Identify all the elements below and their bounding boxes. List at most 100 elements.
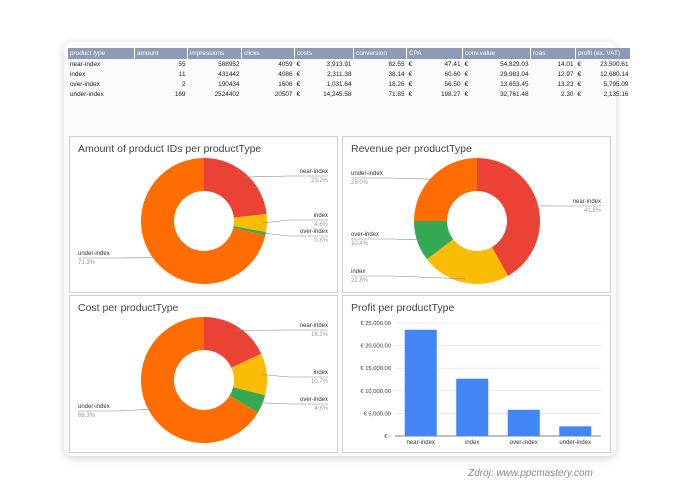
table-cell-profit: 12,680.14 [600,70,629,78]
table-cell-cpa: 47.41 [444,60,461,68]
bar-over-index [507,409,540,436]
table-cell-roas: 14.01 [557,60,574,68]
source-credit: Zdroj: www.ppcmastery.com [468,468,593,479]
table-cell-conversion: 38.14 [388,70,405,78]
slice-over-index [414,221,454,260]
leader-line [78,408,153,412]
column-header: roas [530,48,576,59]
table-cell-impressions: 431442 [218,70,240,78]
slice-index [233,213,267,233]
table-cell-costs: 1,031.64 [326,80,352,88]
slice-percent-label: 0.8% [314,238,328,244]
slice-label: under-index [78,404,110,410]
table-cell-type: near-index [70,60,101,68]
y-tick-label: € 5,000.00 [364,411,391,417]
slice-label: near-index [573,199,601,205]
currency-symbol: € [464,80,469,88]
table-row: index 11 431442 4086 €2,311.38 38.14 €60.60 €29… [68,69,631,79]
table-cell-impressions: 190434 [218,80,240,88]
revenue-donut-chart: near-index 41.8% index 22.8% over-index 10.4%… [351,158,602,284]
table-cell-costs: 3,913.91 [326,60,352,68]
table-cell-profit: 2,135.16 [603,90,629,98]
chart-title: Profit per productType [351,302,455,314]
column-header: costs [294,48,354,59]
bar-index [456,378,489,436]
bar-under-index [559,426,592,436]
table-row: near-index 55 588952 4059 €3,913.91 82.55 €47.… [68,59,631,69]
currency-symbol: € [296,70,301,78]
table-cell-conversion: 82.55 [388,60,405,68]
table-cell-amount: 169 [174,90,186,98]
leader-line [261,232,328,237]
table-cell-clicks: 1606 [278,80,293,88]
table-cell-amount: 2 [181,80,186,88]
slice-label: near-index [300,323,328,329]
slice-label: under-index [351,171,383,177]
table-header-row: product type amount impressions clicks c… [68,48,631,59]
table-cell-impressions: 588952 [218,60,240,68]
y-tick-label: € 15,000.00 [360,366,391,372]
profit-bar-chart: € - € 5,000.00 € 10,000.00 € 15,000.00 € 20,… [360,321,601,446]
cost-donut-chart: near-index 18.2% index 10.7% over-index 4.8% u… [78,317,329,443]
table-cell-conv-value: 13,653.45 [500,80,529,88]
table-cell-roas: 2.30 [561,90,574,98]
chart-panel-amount: Amount of product IDs per productType ne… [69,136,338,293]
column-header: CPA [406,48,463,59]
leader-line [243,175,328,178]
table-cell-type: over-index [70,80,100,88]
leader-line [262,219,328,224]
currency-symbol: € [464,60,469,68]
column-header: conv.value [462,48,531,59]
chart-title: Amount of product IDs per productType [78,143,262,155]
amount-donut-chart: near-index 23.2% index 4.6%over-index 0.8% un… [78,158,329,284]
currency-symbol: € [464,90,469,98]
chart-panel-cost: Cost per productType near-index 18.2% inde… [69,295,338,453]
currency-symbol: € [577,80,582,88]
slice-percent-label: 25.0% [351,180,369,186]
leader-line [351,275,466,280]
slice-percent-label: 23.2% [311,178,329,184]
currency-symbol: € [577,60,582,68]
column-header: conversion [353,48,407,59]
currency-symbol: € [408,60,413,68]
bar-near-index [404,329,437,436]
chart-panel-revenue: Revenue per productType near-index 41.8% i… [342,136,611,293]
x-tick-label: index [465,440,479,446]
currency-symbol: € [408,90,413,98]
slice-label: over-index [300,229,328,235]
slice-percent-label: 71.3% [78,260,96,266]
table-cell-roas: 12.97 [557,70,574,78]
slice-label: index [314,370,328,376]
x-tick-label: over-index [510,440,538,446]
table-cell-costs: 2,311.38 [327,70,352,78]
currency-symbol: € [408,80,413,88]
slice-percent-label: 4.8% [314,406,328,412]
slice-percent-label: 22.8% [351,278,369,284]
table-cell-roas: 13.23 [557,80,574,88]
slice-percent-label: 66.3% [78,413,96,419]
currency-symbol: € [464,70,469,78]
table-cell-impressions: 2524402 [214,90,240,98]
currency-symbol: € [577,70,582,78]
y-tick-label: € 25,000.00 [360,321,391,327]
column-header: clicks [241,48,295,59]
leader-line [351,238,422,241]
slice-over-index [233,226,267,236]
slice-near-index [204,158,267,218]
leader-line [351,177,436,180]
slice-label: over-index [300,397,328,403]
leader-line [262,374,328,378]
slice-label: index [351,269,365,275]
column-header: profit (ex. VAT) [575,48,631,59]
table-cell-conversion: 71.85 [388,90,405,98]
table-cell-cpa: 198.27 [440,90,461,98]
table-cell-conv-value: 32,761.48 [500,90,529,98]
y-tick-label: € 20,000.00 [360,344,391,350]
chart-title: Revenue per productType [351,143,472,155]
x-tick-label: near-index [407,440,435,446]
product-type-table: product type amount impressions clicks c… [68,48,631,99]
chart-title: Cost per productType [78,302,179,314]
slice-percent-label: 18.2% [311,332,329,338]
table-cell-costs: 14,245.58 [323,90,352,98]
slice-percent-label: 4.6% [314,222,328,228]
